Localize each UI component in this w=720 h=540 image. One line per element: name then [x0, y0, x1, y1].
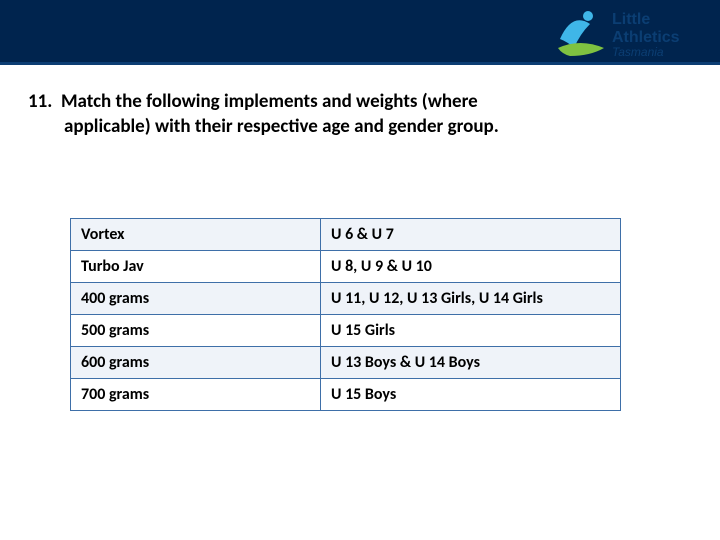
- table-row: 500 grams U 15 Girls: [71, 315, 621, 347]
- table-row: Turbo Jav U 8, U 9 & U 10: [71, 251, 621, 283]
- implements-table: Vortex U 6 & U 7 Turbo Jav U 8, U 9 & U …: [70, 218, 621, 411]
- question-number: 11.: [28, 90, 52, 113]
- question-line2: applicable) with their respective age an…: [28, 115, 678, 140]
- cell-group: U 11, U 12, U 13 Girls, U 14 Girls: [321, 283, 621, 315]
- table-row: 700 grams U 15 Boys: [71, 379, 621, 411]
- brand-logo: Little Athletics Tasmania: [550, 4, 710, 64]
- cell-group: U 6 & U 7: [321, 219, 621, 251]
- table-row: 600 grams U 13 Boys & U 14 Boys: [71, 347, 621, 379]
- cell-implement: 400 grams: [71, 283, 321, 315]
- table-row: 400 grams U 11, U 12, U 13 Girls, U 14 G…: [71, 283, 621, 315]
- cell-implement: 500 grams: [71, 315, 321, 347]
- cell-implement: 600 grams: [71, 347, 321, 379]
- question-line1: Match the following implements and weigh…: [61, 90, 478, 113]
- cell-group: U 13 Boys & U 14 Boys: [321, 347, 621, 379]
- cell-group: U 15 Boys: [321, 379, 621, 411]
- cell-implement: Vortex: [71, 219, 321, 251]
- question-text: 11. Match the following implements and w…: [28, 90, 678, 139]
- cell-implement: Turbo Jav: [71, 251, 321, 283]
- logo-text-line2: Athletics: [612, 29, 680, 46]
- table-row: Vortex U 6 & U 7: [71, 219, 621, 251]
- logo-text-line3: Tasmania: [612, 45, 664, 59]
- slide: Little Athletics Tasmania 11. Match the …: [0, 0, 720, 540]
- logo-text-line1: Little: [612, 11, 650, 28]
- little-athletics-logo-icon: Little Athletics Tasmania: [550, 4, 710, 64]
- cell-implement: 700 grams: [71, 379, 321, 411]
- cell-group: U 15 Girls: [321, 315, 621, 347]
- cell-group: U 8, U 9 & U 10: [321, 251, 621, 283]
